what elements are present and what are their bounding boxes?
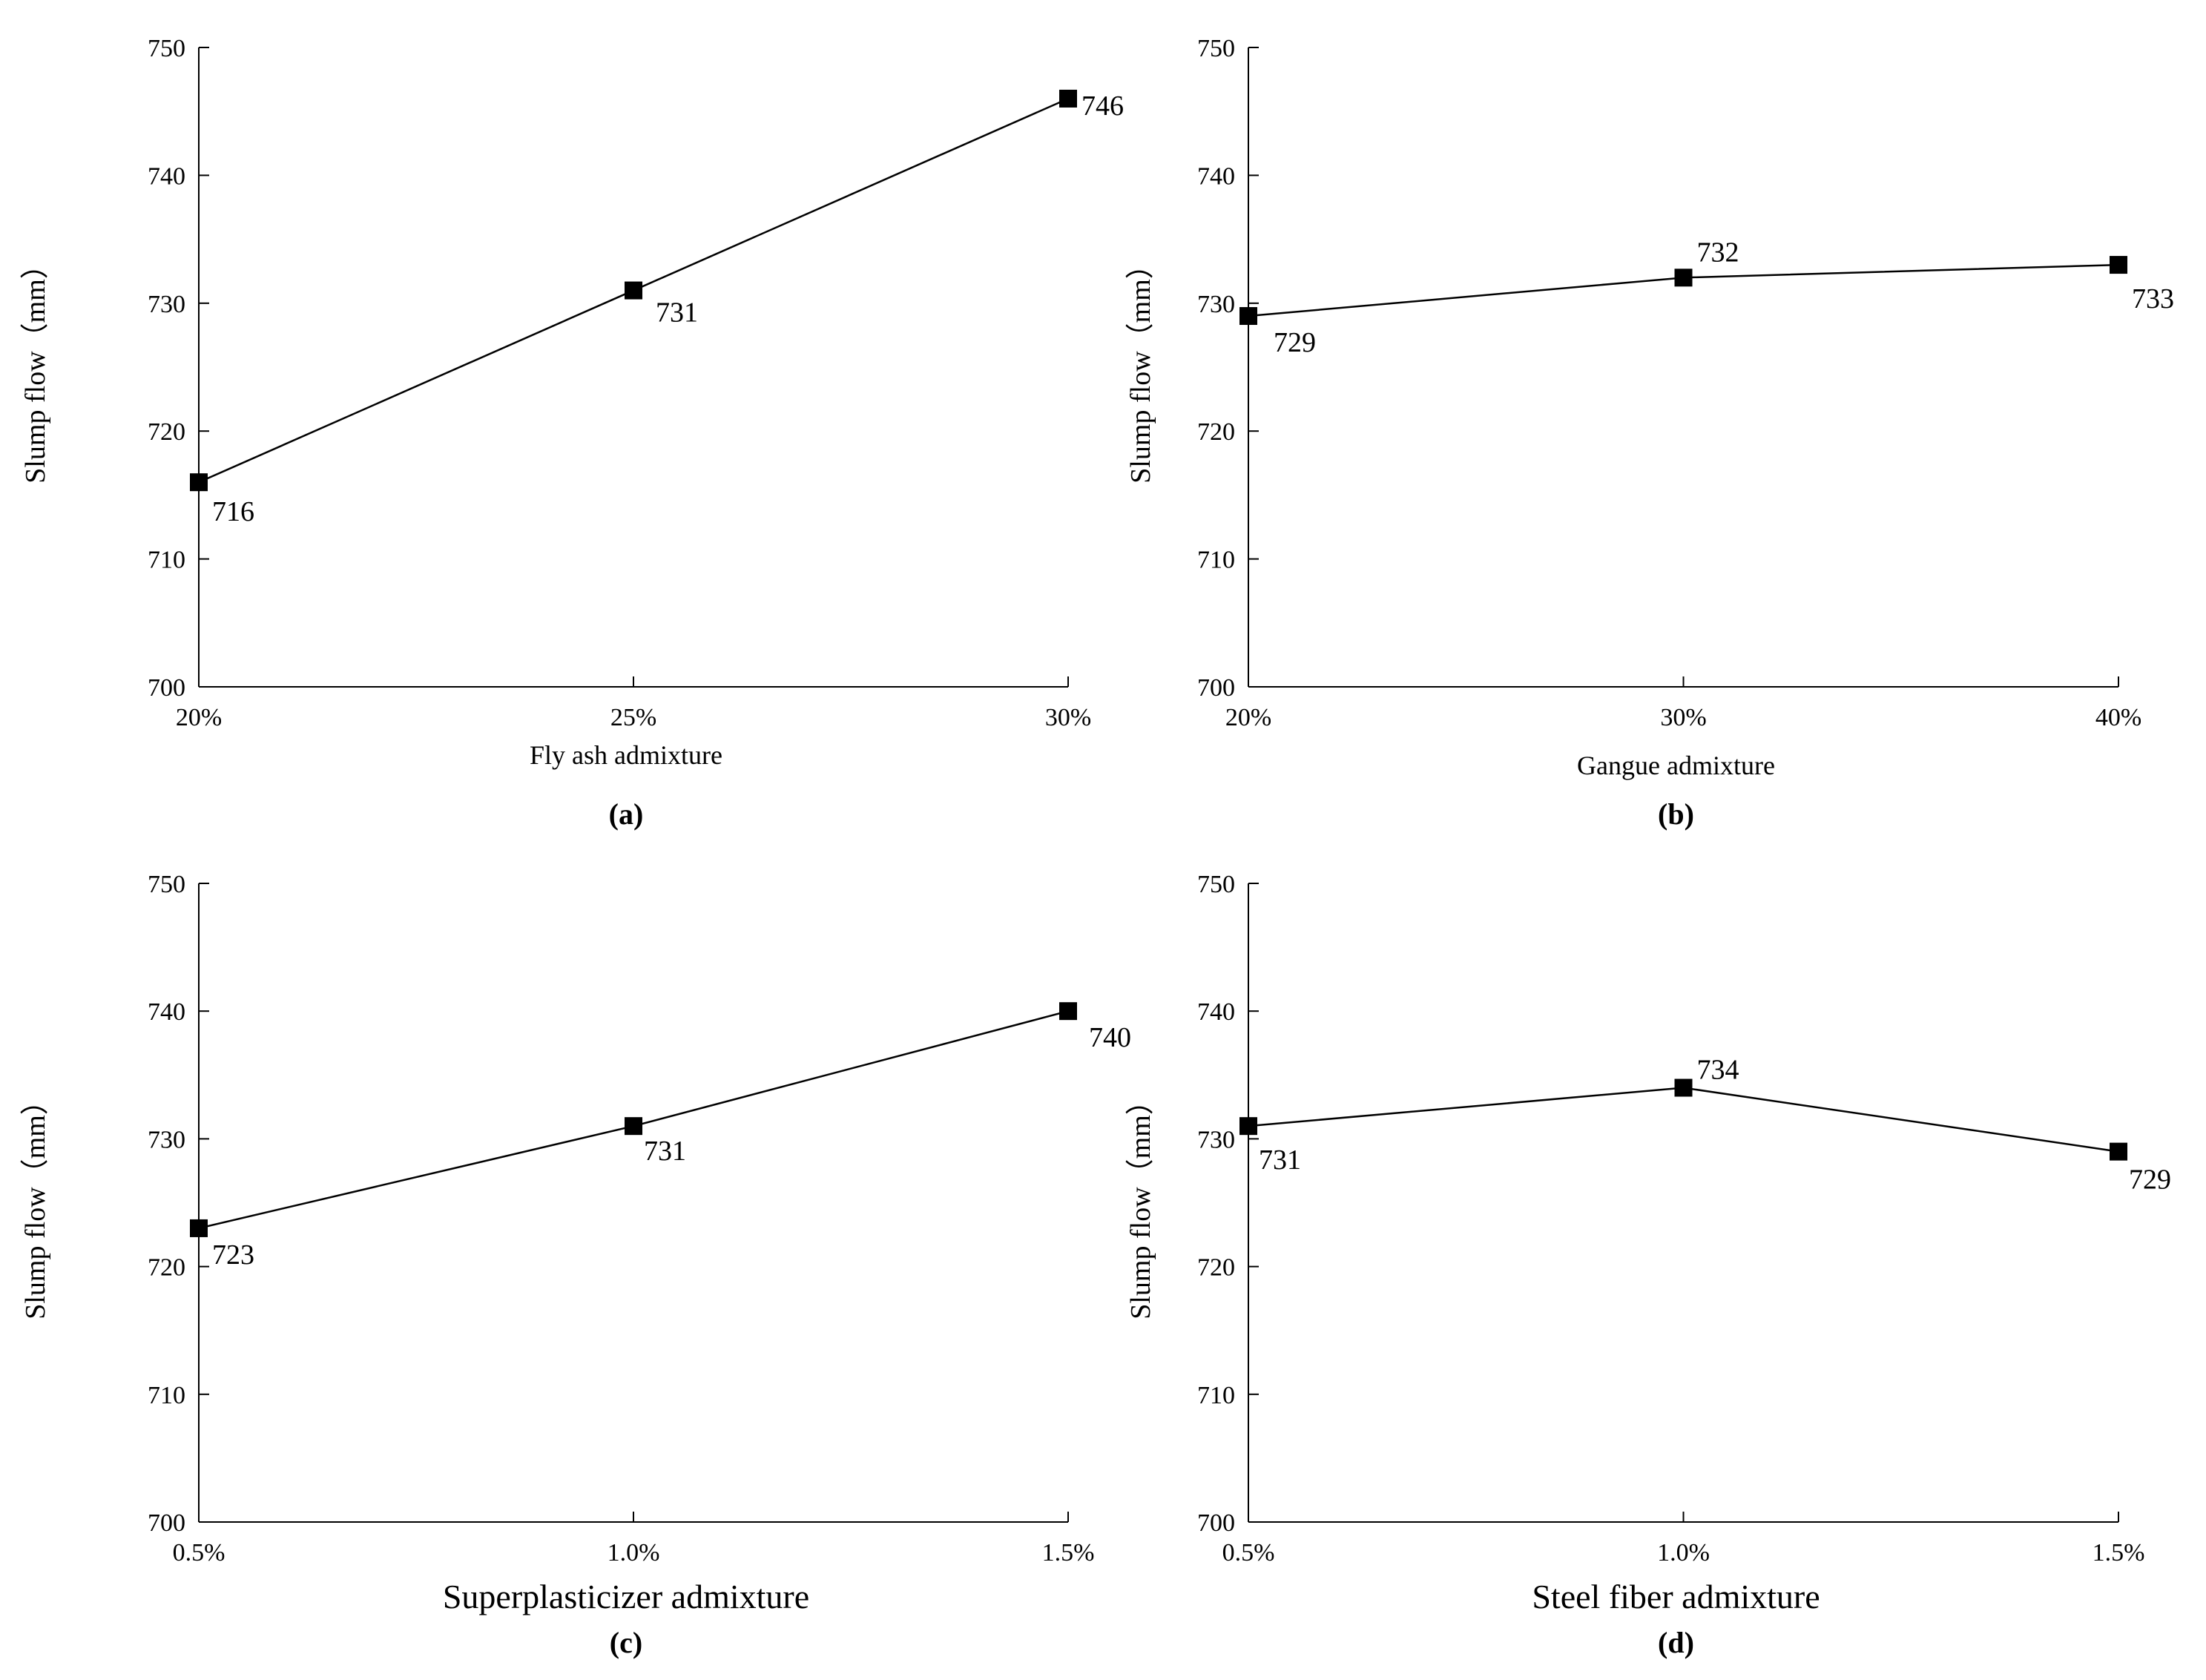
y-tick-label: 730 (148, 1126, 185, 1153)
y-tick-label: 720 (1197, 1254, 1235, 1282)
x-axis-title: Gangue admixture (1577, 751, 1775, 780)
data-point-marker (2110, 256, 2127, 274)
y-tick-label: 710 (148, 547, 185, 574)
x-tick-label: 20% (176, 704, 222, 731)
y-axis-title: Slump flow（mm） (20, 1087, 51, 1320)
y-axis-title: Slump flow（mm） (1125, 251, 1156, 484)
y-tick-label: 700 (148, 674, 185, 702)
y-tick-label: 700 (148, 1509, 185, 1537)
data-label: 723 (212, 1239, 254, 1271)
x-tick-label: 30% (1660, 704, 1706, 731)
y-tick-label: 740 (1197, 162, 1235, 190)
data-point-marker (190, 1219, 208, 1237)
y-tick-label: 700 (1197, 674, 1235, 702)
y-tick-label: 720 (148, 1254, 185, 1282)
data-point-marker (625, 1117, 642, 1136)
y-axis-title: Slump flow（mm） (20, 251, 51, 484)
data-label: 732 (1697, 237, 1739, 268)
x-tick-label: 0.5% (173, 1539, 225, 1567)
x-axis-title: Steel fiber admixture (1532, 1578, 1820, 1615)
data-label: 731 (1259, 1144, 1301, 1176)
y-tick-label: 750 (148, 35, 185, 62)
y-tick-label: 710 (1197, 547, 1235, 574)
chart-panel-4: 700 710 720 730 740 750 0.5% 1.0% 1.5% 731 734 729 S… (1125, 871, 2171, 1659)
data-label: 740 (1089, 1022, 1131, 1053)
data-point-marker (1239, 307, 1257, 326)
data-label: 731 (644, 1136, 686, 1167)
y-axis-title: Slump flow（mm） (1125, 1087, 1156, 1320)
x-tick-label: 25% (610, 704, 656, 731)
y-tick-label: 740 (1197, 998, 1235, 1026)
series-line (1248, 1087, 2119, 1153)
panel-caption: (c) (610, 1626, 642, 1659)
x-axis-title: Fly ash admixture (530, 740, 722, 770)
chart-panel-2: 700 710 720 730 740 750 20% 30% 40% 729 732 733 Gang… (1125, 35, 2174, 831)
y-tick-label: 730 (1197, 1126, 1235, 1153)
data-point-marker (1674, 269, 1693, 287)
y-tick-label: 730 (1197, 291, 1235, 318)
data-point-marker (1239, 1117, 1257, 1136)
y-tick-label: 740 (148, 998, 185, 1026)
x-tick-label: 0.5% (1222, 1539, 1275, 1567)
panel-caption: (a) (609, 797, 644, 831)
x-tick-label: 30% (1045, 704, 1091, 731)
data-label: 746 (1081, 90, 1124, 122)
y-tick-label: 750 (1197, 35, 1235, 62)
data-label: 731 (656, 297, 698, 329)
data-label: 734 (1697, 1055, 1739, 1086)
data-point-marker (625, 281, 642, 300)
chart-panel-1: 700 710 720 730 740 750 20% 25% 30% 716 731 746 Fly … (20, 35, 1124, 831)
data-label: 716 (212, 496, 254, 527)
y-tick-label: 700 (1197, 1509, 1235, 1537)
data-point-marker (190, 473, 208, 492)
panel-caption: (d) (1658, 1626, 1694, 1659)
y-tick-label: 710 (148, 1382, 185, 1409)
y-tick-label: 730 (148, 291, 185, 318)
y-tick-label: 750 (148, 871, 185, 898)
x-tick-label: 1.0% (608, 1539, 660, 1567)
y-tick-label: 750 (1197, 871, 1235, 898)
data-label: 733 (2132, 283, 2174, 314)
data-point-marker (1059, 1002, 1077, 1021)
x-tick-label: 40% (2095, 704, 2141, 731)
y-tick-label: 720 (1197, 418, 1235, 446)
data-point-marker (1674, 1078, 1693, 1097)
x-axis-title: Superplasticizer admixture (443, 1578, 809, 1615)
data-point-marker (2110, 1142, 2127, 1161)
panel-caption: (b) (1658, 797, 1694, 831)
y-tick-label: 740 (148, 162, 185, 190)
x-tick-label: 1.5% (1042, 1539, 1095, 1567)
data-point-marker (1059, 89, 1077, 108)
chart-panel-3: 700 710 720 730 740 750 0.5% 1.0% 1.5% 723 731 740 S… (20, 871, 1131, 1659)
data-label: 729 (1274, 327, 1316, 358)
y-tick-label: 710 (1197, 1382, 1235, 1409)
x-tick-label: 1.0% (1657, 1539, 1710, 1567)
x-tick-label: 1.5% (2093, 1539, 2145, 1567)
data-label: 729 (2129, 1165, 2171, 1196)
x-tick-label: 20% (1225, 704, 1271, 731)
y-tick-label: 720 (148, 418, 185, 446)
